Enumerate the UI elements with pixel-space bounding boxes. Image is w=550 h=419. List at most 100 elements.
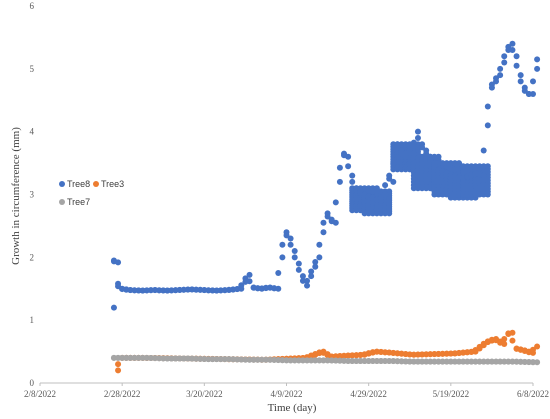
data-point: [509, 46, 516, 53]
data-point: [443, 358, 450, 365]
legend-label: Tree3: [101, 179, 124, 189]
data-point: [480, 163, 487, 170]
data-point: [353, 358, 360, 365]
data-point: [435, 153, 442, 160]
data-point: [287, 241, 294, 248]
data-point: [534, 343, 541, 350]
data-point: [320, 219, 327, 226]
legend-label: Tree7: [67, 197, 90, 207]
data-point: [517, 72, 524, 79]
data-point: [423, 150, 430, 157]
data-point: [390, 141, 397, 148]
data-point: [493, 358, 500, 365]
data-point: [447, 160, 454, 167]
x-tick-label: 2/28/2022: [104, 389, 141, 399]
data-point: [275, 270, 282, 277]
series-tree8: [110, 40, 541, 311]
data-point: [501, 341, 508, 348]
data-point: [419, 153, 426, 160]
data-point: [530, 90, 536, 97]
data-point: [439, 358, 446, 365]
data-point: [369, 358, 376, 365]
data-point: [484, 122, 491, 129]
data-point: [410, 358, 417, 365]
data-point: [419, 358, 426, 365]
data-point: [115, 259, 122, 266]
data-point: [345, 163, 352, 170]
data-point: [460, 163, 467, 170]
data-point: [135, 354, 142, 361]
data-point: [390, 160, 397, 167]
data-point: [501, 59, 508, 66]
data-point: [377, 188, 384, 195]
data-point: [431, 358, 438, 365]
legend-label: Tree8: [67, 179, 90, 189]
data-point: [295, 266, 302, 273]
data-point: [279, 241, 286, 248]
data-point: [365, 358, 372, 365]
data-point: [513, 62, 520, 69]
data-point: [509, 40, 516, 47]
data-point: [382, 191, 389, 198]
legend-marker: [59, 181, 65, 187]
data-point: [435, 160, 442, 167]
data-point: [382, 358, 389, 365]
y-tick-label: 0: [30, 378, 35, 388]
y-tick-label: 2: [30, 252, 35, 262]
data-point: [316, 254, 323, 261]
legend-item-tree8: Tree8: [59, 179, 90, 189]
data-point: [357, 358, 364, 365]
data-point: [312, 259, 319, 266]
data-point: [501, 358, 508, 365]
data-point: [308, 268, 315, 275]
data-point: [172, 355, 179, 362]
data-point: [258, 356, 265, 363]
data-point: [168, 355, 175, 362]
data-point: [414, 358, 421, 365]
y-tick-label: 4: [30, 127, 35, 137]
data-point: [254, 356, 261, 363]
data-point: [349, 178, 356, 185]
data-point: [394, 144, 401, 151]
data-point: [410, 150, 417, 157]
y-tick-label: 1: [30, 315, 35, 325]
y-tick-label: 6: [30, 1, 35, 11]
series-tree3: [115, 329, 541, 374]
data-point: [427, 156, 434, 163]
data-point: [115, 361, 122, 368]
data-point: [534, 65, 541, 72]
data-point: [308, 273, 315, 280]
data-point: [521, 87, 528, 94]
x-axis: 2/8/2022 2/28/2022 3/20/2022 4/9/2022 4/29/2…: [24, 382, 549, 399]
legend-item-tree3: Tree3: [93, 179, 124, 189]
x-tick-label: 6/8/2022: [517, 389, 549, 399]
data-point: [488, 81, 495, 88]
data-point: [349, 172, 356, 179]
data-point: [472, 358, 479, 365]
data-point: [127, 354, 134, 361]
data-point: [431, 163, 438, 170]
data-point: [497, 358, 504, 365]
data-point: [402, 141, 409, 148]
data-point: [501, 336, 508, 343]
data-point: [287, 235, 294, 242]
data-point: [324, 213, 331, 220]
y-tick-label: 3: [30, 190, 35, 200]
data-point: [299, 273, 306, 280]
data-point: [468, 358, 475, 365]
data-point: [308, 357, 315, 364]
data-point: [525, 90, 532, 97]
data-point: [291, 248, 298, 255]
x-axis-title: Time (day): [268, 402, 317, 414]
data-point: [345, 153, 352, 160]
data-point: [414, 128, 421, 135]
data-point: [386, 175, 393, 182]
data-point: [275, 285, 282, 292]
data-point: [476, 163, 483, 170]
data-point: [497, 65, 504, 72]
data-point: [164, 355, 171, 362]
data-point: [509, 337, 516, 344]
data-point: [484, 358, 491, 365]
data-point: [431, 153, 438, 160]
